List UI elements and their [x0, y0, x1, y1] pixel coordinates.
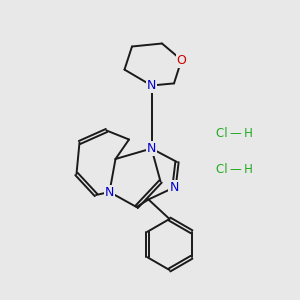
Text: N: N: [105, 185, 114, 199]
Text: N: N: [169, 181, 179, 194]
Text: Cl — H: Cl — H: [216, 127, 252, 140]
Text: N: N: [147, 79, 156, 92]
Text: Cl — H: Cl — H: [216, 163, 252, 176]
Text: O: O: [177, 53, 186, 67]
Text: N: N: [147, 142, 156, 155]
